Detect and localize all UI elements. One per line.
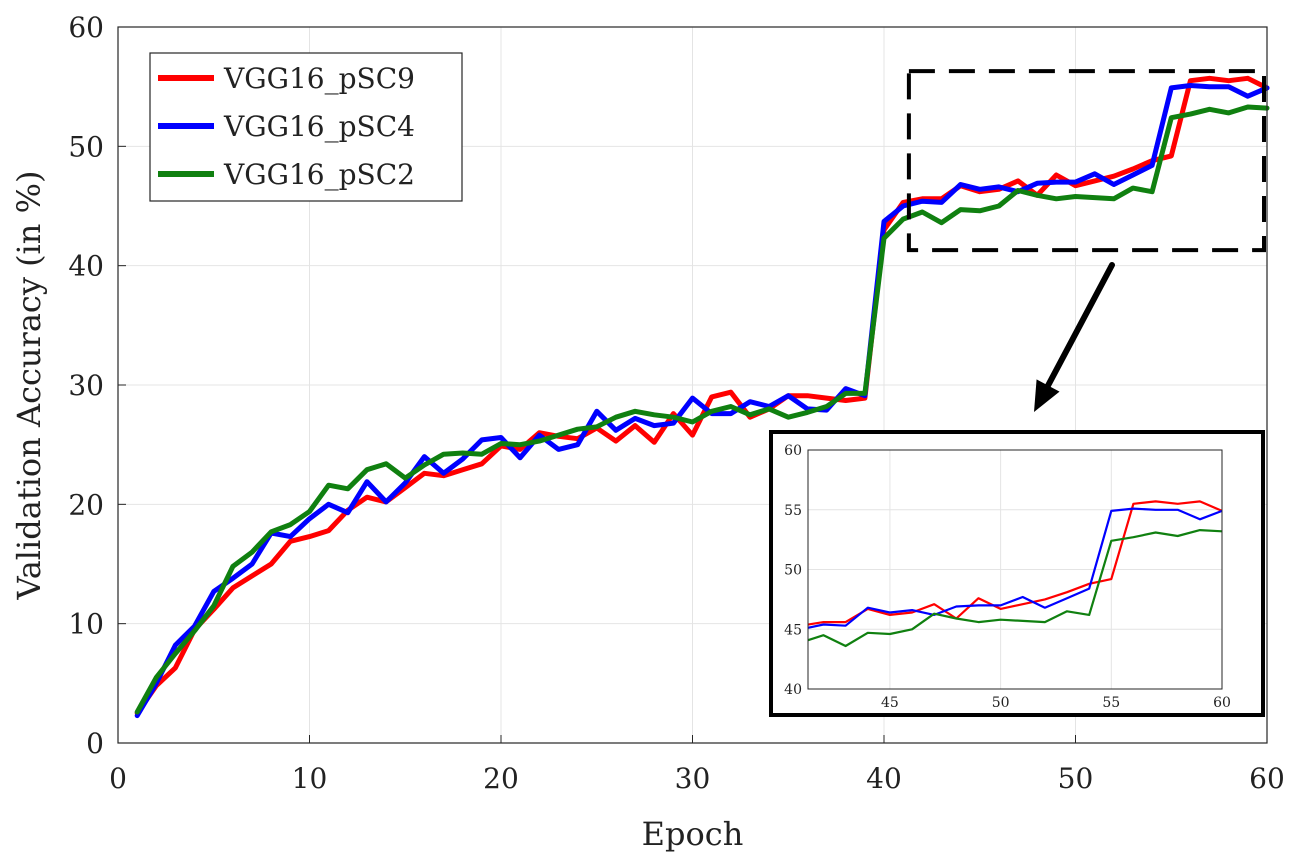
zoom-region-box bbox=[906, 69, 1267, 253]
inset-y-tick-label: 60 bbox=[784, 443, 802, 459]
inset-series-line-vgg16-psc4 bbox=[807, 507, 1223, 629]
series-line-vgg16-psc4 bbox=[134, 83, 1270, 719]
y-tick-label: 20 bbox=[68, 488, 104, 521]
inset-x-tick-label: 50 bbox=[992, 695, 1010, 711]
y-tick-label: 50 bbox=[68, 130, 104, 163]
x-tick-label: 10 bbox=[292, 762, 328, 795]
x-axis-label: Epoch bbox=[642, 815, 744, 853]
inset-axes-frame bbox=[807, 449, 1223, 690]
zoom-arrow bbox=[1034, 262, 1115, 412]
y-tick-label: 30 bbox=[68, 369, 104, 402]
y-axis-label: Validation Accuracy (in %) bbox=[10, 171, 48, 601]
y-tick-label: 60 bbox=[68, 11, 104, 44]
arrow-shaft bbox=[1045, 262, 1115, 389]
x-tick-label: 60 bbox=[1249, 762, 1285, 795]
x-tick-label: 40 bbox=[866, 762, 902, 795]
y-tick-label: 0 bbox=[86, 727, 104, 760]
y-tick-label: 10 bbox=[68, 608, 104, 641]
arrow-head bbox=[1034, 379, 1060, 412]
inset-x-tick-label: 45 bbox=[881, 695, 899, 711]
legend: VGG16_pSC9 VGG16_pSC4 VGG16_pSC2 bbox=[149, 52, 463, 202]
inset-series-line-vgg16-psc2 bbox=[807, 528, 1223, 648]
inset-y-tick-label: 55 bbox=[784, 503, 802, 519]
inset-series-line-vgg16-psc9 bbox=[807, 500, 1223, 626]
main-tick-labels: 0 10 20 30 40 50 60 0 10 20 30 40 50 60 bbox=[68, 11, 1284, 795]
inset-x-tick-label: 60 bbox=[1213, 695, 1231, 711]
inset-plot: 45 50 55 60 40 45 50 55 60 bbox=[769, 430, 1265, 717]
inset-y-tick-label: 45 bbox=[784, 622, 802, 638]
x-tick-label: 50 bbox=[1058, 762, 1094, 795]
inset-y-tick-label: 40 bbox=[784, 682, 802, 698]
x-tick-label: 30 bbox=[675, 762, 711, 795]
legend-label: VGG16_pSC4 bbox=[223, 110, 415, 143]
legend-label: VGG16_pSC9 bbox=[223, 62, 415, 95]
series-line-vgg16-psc2 bbox=[134, 104, 1270, 715]
x-tick-label: 0 bbox=[109, 762, 127, 795]
inset-series-lines bbox=[807, 500, 1223, 648]
y-tick-label: 40 bbox=[68, 250, 104, 283]
inset-y-tick-label: 50 bbox=[784, 563, 802, 579]
x-tick-label: 20 bbox=[483, 762, 519, 795]
main-series-lines bbox=[134, 75, 1270, 719]
inset-tick-labels: 45 50 55 60 40 45 50 55 60 bbox=[784, 443, 1231, 711]
inset-frame bbox=[769, 430, 1265, 717]
inset-x-tick-label: 55 bbox=[1102, 695, 1120, 711]
legend-label: VGG16_pSC2 bbox=[223, 158, 415, 191]
